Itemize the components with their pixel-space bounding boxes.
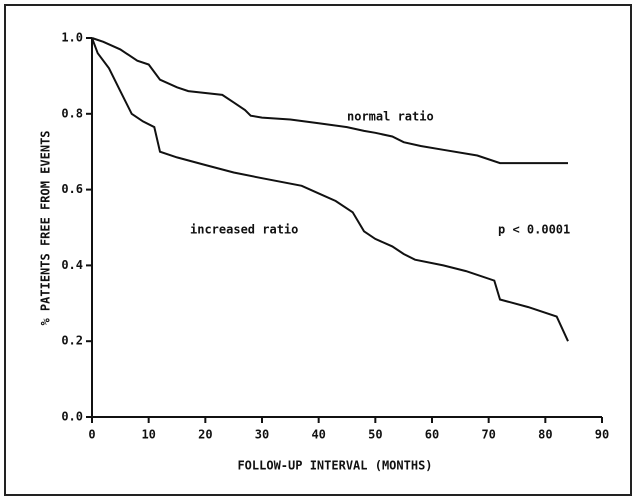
x-tick-label: 30: [255, 428, 269, 442]
x-tick-label: 20: [198, 428, 212, 442]
annotation: p < 0.0001: [498, 223, 570, 237]
frame: [4, 4, 632, 496]
y-tick-label: 0.8: [61, 106, 83, 120]
x-tick-label: 10: [141, 428, 155, 442]
annotation: normal ratio: [347, 110, 434, 124]
x-tick-label: 0: [88, 428, 95, 442]
annotation: increased ratio: [190, 223, 298, 237]
x-axis-label: FOLLOW-UP INTERVAL (MONTHS): [237, 459, 432, 473]
x-tick-label: 80: [538, 428, 552, 442]
y-axis-label: % PATIENTS FREE FROM EVENTS: [39, 130, 53, 325]
x-tick-label: 90: [595, 428, 609, 442]
y-tick-label: 1.0: [61, 31, 83, 45]
y-tick-label: 0.6: [61, 182, 83, 196]
y-tick-label: 0.4: [61, 258, 83, 272]
x-tick-label: 70: [481, 428, 495, 442]
survival-curve: [91, 37, 568, 165]
x-tick-label: 50: [368, 428, 382, 442]
y-tick-label: 0.2: [61, 334, 83, 348]
y-tick-label: 0.0: [61, 410, 83, 424]
x-tick-label: 40: [311, 428, 325, 442]
x-tick-label: 60: [425, 428, 439, 442]
survival-curve: [91, 37, 569, 342]
